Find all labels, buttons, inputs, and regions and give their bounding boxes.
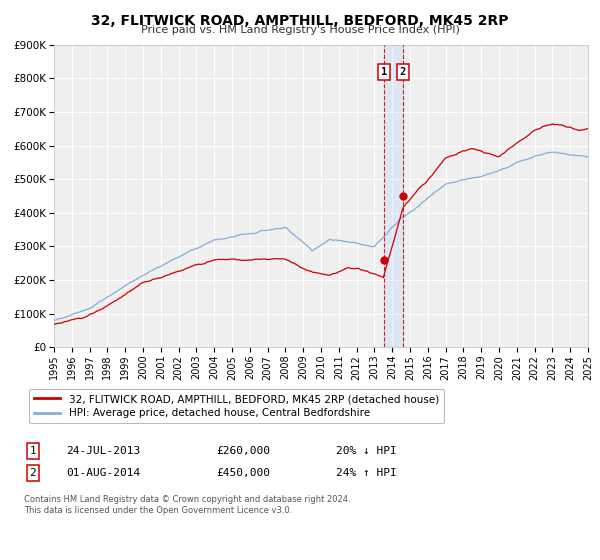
Text: 20% ↓ HPI: 20% ↓ HPI: [336, 446, 397, 456]
Text: 01-AUG-2014: 01-AUG-2014: [66, 468, 140, 478]
Text: £450,000: £450,000: [216, 468, 270, 478]
Text: Contains HM Land Registry data © Crown copyright and database right 2024.: Contains HM Land Registry data © Crown c…: [24, 495, 350, 504]
Bar: [384, 45, 403, 347]
Text: 2: 2: [29, 468, 37, 478]
Text: Price paid vs. HM Land Registry's House Price Index (HPI): Price paid vs. HM Land Registry's House …: [140, 25, 460, 35]
Text: 1: 1: [381, 67, 388, 77]
Text: This data is licensed under the Open Government Licence v3.0.: This data is licensed under the Open Gov…: [24, 506, 292, 515]
Text: 1: 1: [29, 446, 37, 456]
Legend: 32, FLITWICK ROAD, AMPTHILL, BEDFORD, MK45 2RP (detached house), HPI: Average pr: 32, FLITWICK ROAD, AMPTHILL, BEDFORD, MK…: [29, 389, 444, 423]
Text: 2: 2: [400, 67, 406, 77]
Text: £260,000: £260,000: [216, 446, 270, 456]
Text: 24-JUL-2013: 24-JUL-2013: [66, 446, 140, 456]
Text: 24% ↑ HPI: 24% ↑ HPI: [336, 468, 397, 478]
Text: 32, FLITWICK ROAD, AMPTHILL, BEDFORD, MK45 2RP: 32, FLITWICK ROAD, AMPTHILL, BEDFORD, MK…: [91, 14, 509, 28]
